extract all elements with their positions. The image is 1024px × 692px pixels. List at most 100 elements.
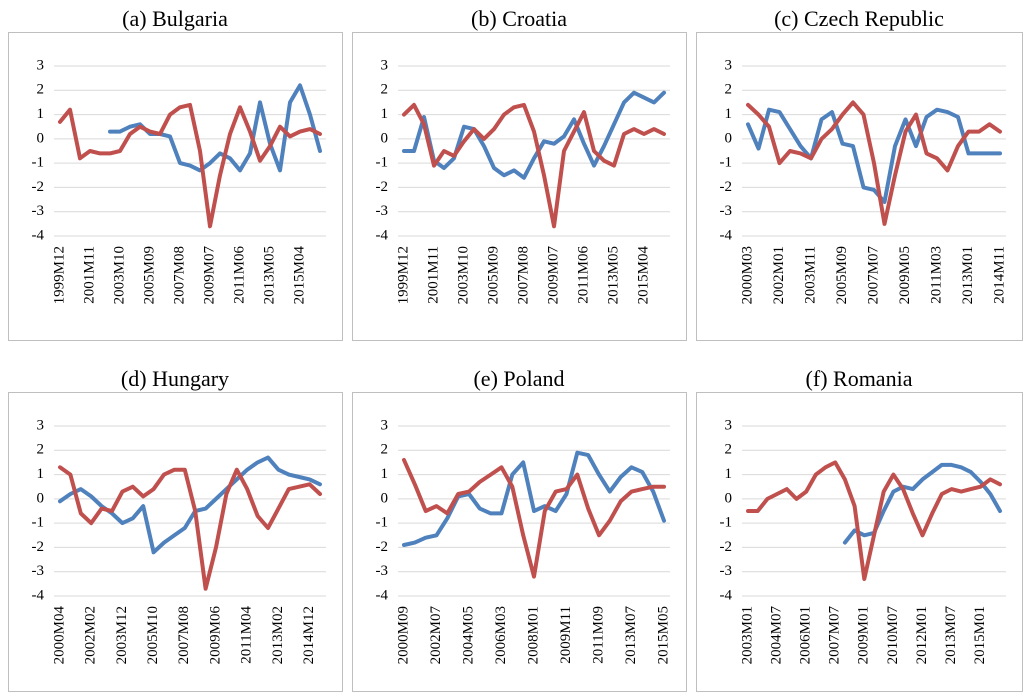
- x-tick-label: 2013M01: [960, 246, 976, 304]
- y-tick-label: 3: [37, 417, 45, 433]
- x-tick-label: 2015M04: [635, 246, 651, 305]
- x-tick-label: 2002M07: [428, 606, 444, 665]
- panel-frame: [8, 32, 343, 341]
- y-tick-label: -1: [32, 155, 45, 171]
- x-tick-label: 2000M03: [739, 246, 755, 304]
- panel-title: (c) Czech Republic: [774, 6, 944, 31]
- x-tick-label: 2013M05: [261, 246, 277, 304]
- series-line: [746, 460, 1002, 581]
- y-tick-label: 1: [37, 466, 45, 482]
- panel: (f) Romania 3 2 1 0 -1 -2 -3 -4 2003M01 2004M07 200…: [696, 366, 1023, 692]
- y-tick-label: -2: [376, 539, 389, 555]
- panel-frame: [696, 32, 1023, 341]
- x-tick-label: 2006M01: [798, 606, 814, 664]
- y-tick-label: -1: [32, 515, 45, 531]
- x-tick-label: 2009M05: [897, 246, 913, 304]
- y-tick-label: 3: [37, 57, 45, 73]
- x-tick-label: 2001M11: [81, 246, 97, 304]
- x-tick-label: 1999M12: [395, 246, 411, 304]
- y-tick-label: 2: [725, 442, 733, 458]
- x-tick-label: 2003M01: [739, 606, 755, 664]
- y-tick-label: -1: [720, 155, 733, 171]
- x-tick-label: 2009M07: [201, 246, 217, 305]
- y-tick-label: 0: [37, 490, 45, 506]
- y-tick-label: 3: [381, 57, 389, 73]
- panel-title: (b) Croatia: [471, 6, 567, 31]
- y-tick-label: 0: [725, 490, 733, 506]
- x-tick-label: 2013M02: [270, 606, 286, 664]
- y-tick-label: -4: [32, 587, 45, 603]
- x-tick-label: 2009M06: [207, 606, 223, 665]
- y-tick-label: -2: [720, 179, 733, 195]
- y-tick-label: -3: [720, 203, 733, 219]
- y-tick-label: 2: [37, 82, 45, 98]
- x-tick-label: 2000M09: [395, 606, 411, 664]
- series-line: [58, 102, 322, 229]
- series-line: [746, 107, 1002, 204]
- x-tick-label: 2007M08: [515, 246, 531, 304]
- x-tick-label: 2011M06: [231, 246, 247, 304]
- x-tick-label: 2000M04: [51, 606, 67, 665]
- panel: (b) Croatia 3 2 1 0 -1 -2 -3 -4 1999M12 2001M11 200…: [352, 6, 687, 341]
- x-tick-label: 2007M08: [176, 606, 192, 664]
- y-tick-label: -4: [720, 227, 733, 243]
- x-tick-label: 2003M10: [111, 246, 127, 304]
- x-tick-label: 2007M07: [865, 246, 881, 305]
- panel-title: (d) Hungary: [121, 366, 229, 391]
- x-tick-label: 2005M10: [145, 606, 161, 664]
- x-tick-label: 2003M11: [802, 246, 818, 304]
- x-tick-label: 2011M09: [590, 606, 606, 664]
- y-tick-label: 3: [725, 57, 733, 73]
- series-line: [58, 465, 322, 591]
- y-tick-label: -2: [32, 539, 45, 555]
- series-line: [402, 102, 666, 229]
- y-tick-label: -1: [376, 155, 389, 171]
- panel: (e) Poland 3 2 1 0 -1 -2 -3 -4 2000M09 2002M07 2004…: [352, 366, 687, 692]
- y-tick-label: 0: [381, 130, 389, 146]
- x-tick-label: 2002M01: [771, 246, 787, 304]
- x-tick-label: 2002M02: [83, 606, 99, 664]
- panel-title: (e) Poland: [473, 366, 564, 391]
- x-tick-label: 2015M05: [655, 606, 671, 664]
- y-tick-label: -4: [720, 587, 733, 603]
- y-tick-label: -1: [720, 515, 733, 531]
- x-tick-label: 2009M01: [856, 606, 872, 664]
- series-line: [746, 100, 1002, 226]
- panel-title: (a) Bulgaria: [122, 6, 228, 31]
- series-line: [402, 458, 666, 579]
- y-tick-label: 3: [725, 417, 733, 433]
- y-tick-label: 0: [725, 130, 733, 146]
- x-tick-label: 2007M07: [827, 606, 843, 665]
- x-tick-label: 2003M12: [114, 606, 130, 664]
- x-tick-label: 2010M07: [885, 606, 901, 665]
- x-tick-label: 2015M04: [291, 246, 307, 305]
- series-line: [842, 462, 1002, 545]
- y-tick-label: -3: [376, 203, 389, 219]
- x-tick-label: 1999M12: [51, 246, 67, 304]
- series-line: [402, 450, 666, 547]
- y-tick-label: 2: [381, 442, 389, 458]
- panel-frame: [352, 32, 687, 341]
- x-tick-label: 2011M03: [928, 246, 944, 304]
- x-tick-label: 2012M01: [914, 606, 930, 664]
- y-tick-label: 2: [725, 82, 733, 98]
- y-tick-label: -3: [376, 563, 389, 579]
- series-line: [402, 90, 666, 180]
- y-tick-label: 0: [381, 490, 389, 506]
- x-tick-label: 2005M09: [141, 246, 157, 304]
- y-tick-label: -2: [32, 179, 45, 195]
- x-tick-label: 2011M06: [575, 246, 591, 304]
- y-tick-label: 0: [37, 130, 45, 146]
- x-tick-label: 2009M11: [558, 606, 574, 664]
- y-tick-label: 2: [381, 82, 389, 98]
- x-tick-label: 2006M03: [493, 606, 509, 664]
- y-tick-label: -3: [32, 203, 45, 219]
- y-tick-label: -3: [720, 563, 733, 579]
- y-tick-label: -1: [376, 515, 389, 531]
- y-tick-label: 1: [725, 466, 733, 482]
- y-tick-label: -4: [376, 587, 389, 603]
- y-tick-label: 1: [37, 106, 45, 122]
- x-tick-label: 2005M09: [834, 246, 850, 304]
- x-tick-label: 2013M07: [943, 606, 959, 665]
- y-tick-label: -2: [720, 539, 733, 555]
